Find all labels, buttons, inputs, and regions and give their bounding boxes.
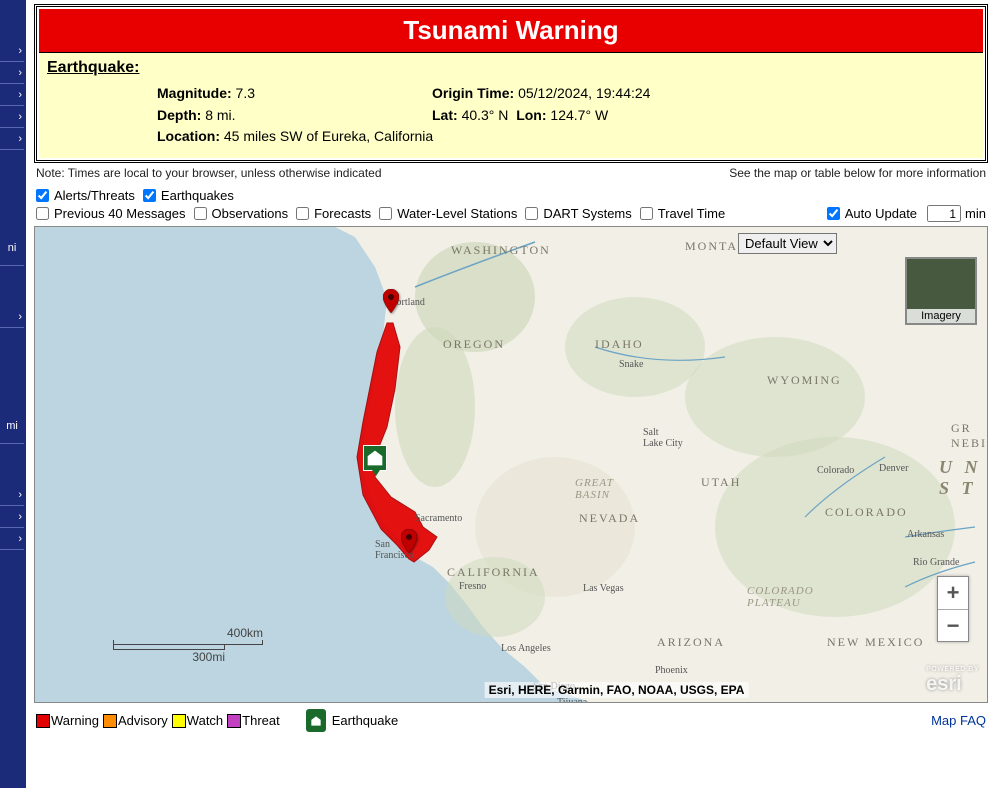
layer-check-earthquakes[interactable]: Earthquakes xyxy=(143,188,234,203)
earthquake-marker[interactable] xyxy=(363,445,387,471)
map-view-select[interactable]: Default View xyxy=(738,233,837,254)
legend: Warning Advisory Watch Threat Earthquake Ma… xyxy=(34,703,988,732)
note-right: See the map or table below for more info… xyxy=(729,166,986,180)
alert-title: Tsunami Warning xyxy=(39,9,983,52)
zoom-in-button[interactable]: + xyxy=(938,577,968,609)
map-label: Arkansas xyxy=(907,529,944,540)
map-label: UTAH xyxy=(701,475,741,490)
sidebar-fragment: › › › › › ni › mi › › › xyxy=(0,0,24,550)
depth-label: Depth: xyxy=(157,107,201,123)
legend-label-advisory: Advisory xyxy=(118,713,168,728)
earthquake-icon xyxy=(306,709,326,732)
map-label: NEW MEXICO xyxy=(827,635,924,650)
lat-label: Lat: xyxy=(432,107,458,123)
map-label: Colorado xyxy=(817,465,854,476)
map-label: Snake xyxy=(619,359,643,370)
map-label: COLORADO xyxy=(825,505,908,520)
legend-swatch-warning xyxy=(36,714,50,728)
layer-check-forecasts[interactable]: Forecasts xyxy=(296,206,371,221)
lon-label: Lon: xyxy=(516,107,546,123)
map-label: U N S T xyxy=(939,457,982,499)
auto-update-check[interactable]: Auto Update xyxy=(827,206,917,221)
earthquake-heading: Earthquake: xyxy=(47,59,975,77)
scale-bar: 400km 300mi xyxy=(113,626,263,664)
imagery-basemap-button[interactable]: Imagery xyxy=(905,257,977,325)
map-label: IDAHO xyxy=(595,337,644,352)
map-label: OREGON xyxy=(443,337,505,352)
layer-check-previous-40-messages[interactable]: Previous 40 Messages xyxy=(36,206,186,221)
alert-body: Earthquake: Magnitude: 7.3 Origin Time: … xyxy=(39,52,983,158)
map-label: CALIFORNIA xyxy=(447,565,540,580)
lat-value: 40.3° N xyxy=(462,107,509,123)
map-label: GREAT BASIN xyxy=(575,477,614,501)
legend-earthquake-label: Earthquake xyxy=(332,713,399,728)
alert-box: Tsunami Warning Earthquake: Magnitude: 7… xyxy=(34,4,988,163)
legend-label-warning: Warning xyxy=(51,713,99,728)
map-label: Las Vegas xyxy=(583,583,624,594)
legend-label-watch: Watch xyxy=(187,713,223,728)
depth-value: 8 mi. xyxy=(205,107,235,123)
auto-update-unit: min xyxy=(965,206,986,221)
note-left: Note: Times are local to your browser, u… xyxy=(36,166,382,180)
magnitude-label: Magnitude: xyxy=(157,85,232,101)
map-label: Sacramento xyxy=(415,513,462,524)
map-label: ARIZONA xyxy=(657,635,725,650)
map-faq-link[interactable]: Map FAQ xyxy=(931,713,986,728)
layer-check-observations[interactable]: Observations xyxy=(194,206,289,221)
esri-logo: POWERED BY esri xyxy=(926,666,979,696)
layer-check-water-level-stations[interactable]: Water-Level Stations xyxy=(379,206,517,221)
legend-label-threat: Threat xyxy=(242,713,280,728)
location-value: 45 miles SW of Eureka, California xyxy=(224,128,433,144)
lon-value: 124.7° W xyxy=(550,107,608,123)
layer-check-travel-time[interactable]: Travel Time xyxy=(640,206,725,221)
map-label: COLORADO PLATEAU xyxy=(747,585,814,609)
map-label: GR NEBI xyxy=(951,421,987,451)
zoom-out-button[interactable]: − xyxy=(938,609,968,641)
map-attribution: Esri, HERE, Garmin, FAO, NOAA, USGS, EPA xyxy=(485,682,749,698)
map-label: NEVADA xyxy=(579,511,640,526)
map-label: WASHINGTON xyxy=(451,243,551,258)
map-label: Rio Grande xyxy=(913,557,959,568)
map-label: Fresno xyxy=(459,581,486,592)
origin-value: 05/12/2024, 19:44:24 xyxy=(518,85,650,101)
legend-swatch-threat xyxy=(227,714,241,728)
warning-pin[interactable] xyxy=(401,529,417,553)
map-label: Salt Lake City xyxy=(643,427,683,449)
layer-checkboxes: Alerts/Threats Earthquakes Previous 40 Me… xyxy=(34,188,988,222)
map-label: Denver xyxy=(879,463,908,474)
layer-check-alerts-threats[interactable]: Alerts/Threats xyxy=(36,188,135,203)
legend-swatch-watch xyxy=(172,714,186,728)
warning-pin[interactable] xyxy=(383,289,399,313)
map-label: Los Angeles xyxy=(501,643,551,654)
legend-swatch-advisory xyxy=(103,714,117,728)
note-row: Note: Times are local to your browser, u… xyxy=(34,163,988,188)
auto-update-min-input[interactable] xyxy=(927,205,961,222)
zoom-control: + − xyxy=(937,576,969,642)
location-label: Location: xyxy=(157,128,220,144)
map-label: Phoenix xyxy=(655,665,688,676)
map[interactable]: MONTANAWASHINGTONPortlandOREGONIDAHOSnak… xyxy=(34,226,988,703)
map-label: WYOMING xyxy=(767,373,842,388)
layer-check-dart-systems[interactable]: DART Systems xyxy=(525,206,631,221)
magnitude-value: 7.3 xyxy=(236,85,255,101)
origin-label: Origin Time: xyxy=(432,85,514,101)
